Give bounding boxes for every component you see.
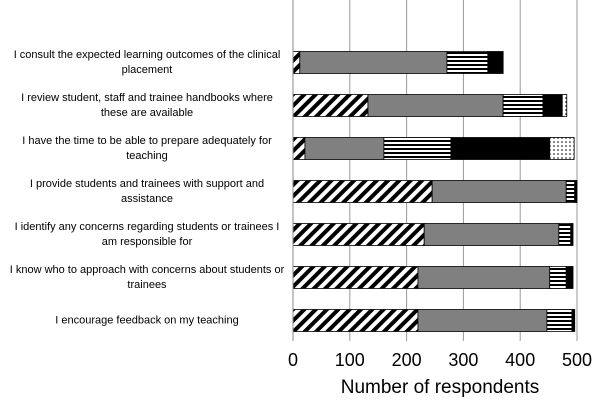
bar-segment xyxy=(446,51,489,74)
bar-segment xyxy=(423,223,560,246)
bar-segment xyxy=(292,51,301,74)
bar-segment xyxy=(431,180,567,203)
bar-segment xyxy=(571,309,576,332)
x-tick-label: 0 xyxy=(288,350,298,370)
bar-segment xyxy=(292,94,369,117)
bar-segment xyxy=(570,223,574,246)
bar-segment xyxy=(487,51,504,74)
bar-segment xyxy=(549,137,575,160)
y-tick-label: I review student, staff and trainee hand… xyxy=(21,92,273,119)
bar-segment xyxy=(450,137,551,160)
bar-segment xyxy=(292,309,419,332)
bar-segment xyxy=(417,309,548,332)
y-tick-label: I consult the expected learning outcomes… xyxy=(14,49,281,76)
bar-segment xyxy=(299,51,448,74)
bar-segment xyxy=(565,266,574,289)
bar-segment xyxy=(546,309,573,332)
x-tick-label: 200 xyxy=(392,350,422,370)
y-tick-label: I have the time to be able to prepare ad… xyxy=(22,135,272,162)
bar-segment xyxy=(417,266,551,289)
bar-segment xyxy=(304,137,385,160)
y-tick-label: I encourage feedback on my teaching xyxy=(55,314,238,326)
bar-segment xyxy=(292,137,306,160)
bar-segment xyxy=(542,94,563,117)
y-tick-label: I provide students and trainees with sup… xyxy=(30,178,264,205)
bar-segment xyxy=(502,94,544,117)
x-tick-label: 500 xyxy=(562,350,592,370)
y-tick-label: I identify any concerns regarding studen… xyxy=(15,221,280,248)
bar-segment xyxy=(549,266,567,289)
bar-segment xyxy=(292,180,433,203)
bar-segment xyxy=(367,94,504,117)
bar-segment xyxy=(561,94,568,117)
bar-segment xyxy=(383,137,452,160)
y-tick-label: I know who to approach with concerns abo… xyxy=(10,264,285,291)
x-tick-label: 100 xyxy=(335,350,365,370)
bar-segment xyxy=(292,223,425,246)
bar-segment xyxy=(565,180,576,203)
bar-segment xyxy=(574,180,578,203)
bar-segment xyxy=(558,223,572,246)
x-axis-title: Number of respondents xyxy=(341,377,540,398)
x-tick-label: 300 xyxy=(448,350,478,370)
bar-segment xyxy=(292,266,419,289)
x-tick-label: 400 xyxy=(505,350,535,370)
